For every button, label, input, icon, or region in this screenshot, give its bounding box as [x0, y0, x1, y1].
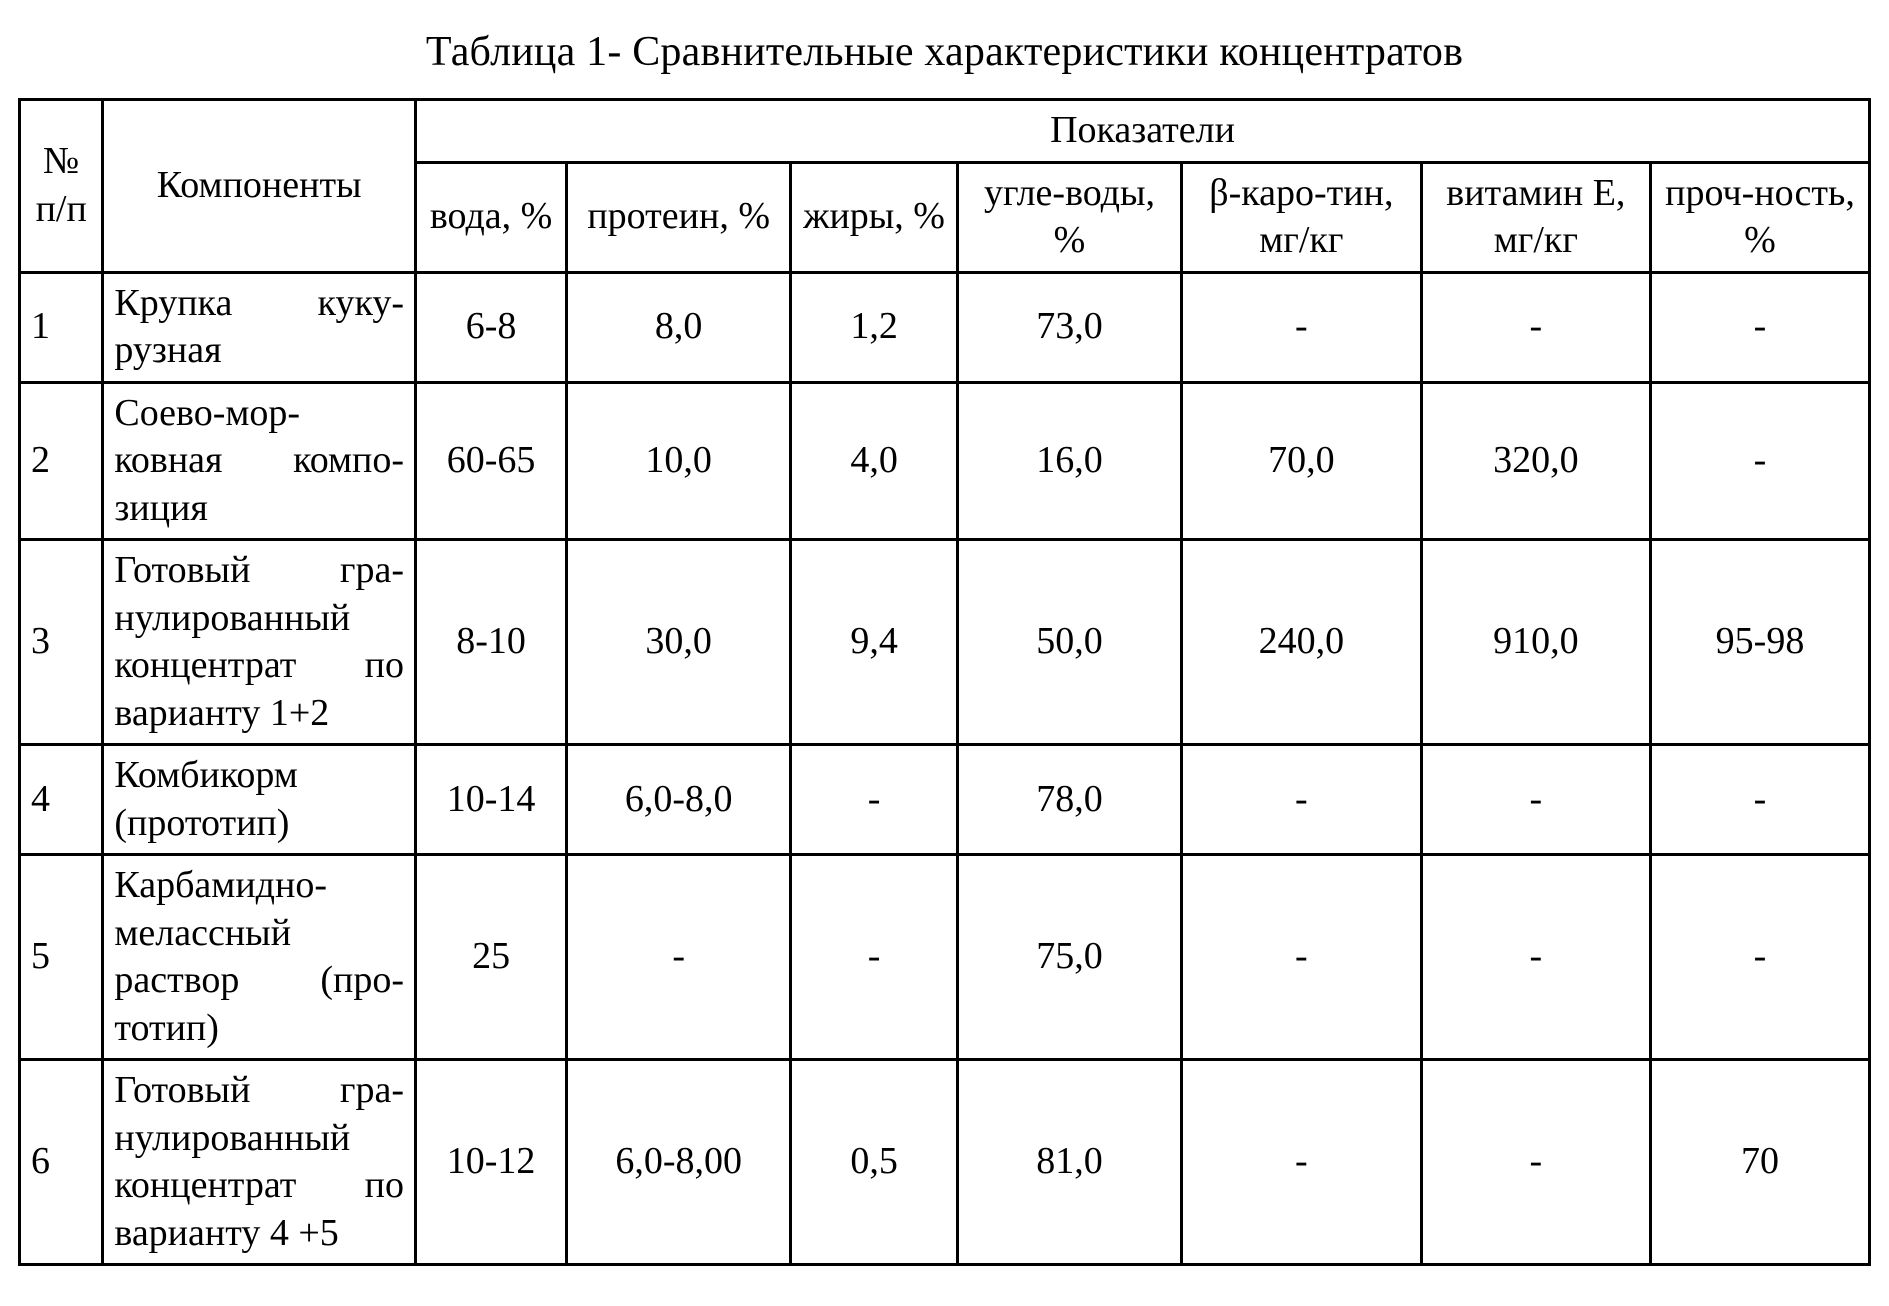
- table-row: 5 Карбамидно-мелассный раствор (про-тоти…: [20, 855, 1870, 1060]
- cell-strength: 70: [1651, 1060, 1870, 1265]
- cell-water: 60-65: [416, 382, 567, 540]
- header-water: вода, %: [416, 162, 567, 272]
- row-component: Готовый гра-нулированный концентрат по в…: [103, 540, 416, 745]
- document-page: Таблица 1- Сравнительные характеристики …: [0, 0, 1889, 1306]
- cell-carbs: 50,0: [957, 540, 1181, 745]
- cell-fat: 9,4: [791, 540, 958, 745]
- table-header: № п/п Компоненты Показатели вода, % прот…: [20, 100, 1870, 273]
- cell-carbs: 78,0: [957, 745, 1181, 855]
- cell-carotene: -: [1182, 272, 1422, 382]
- cell-vitamin-e: -: [1421, 1060, 1650, 1265]
- header-carotene: β-каро-тин, мг/кг: [1182, 162, 1422, 272]
- cell-water: 25: [416, 855, 567, 1060]
- table-row: 4 Комбикорм (прототип) 10-14 6,0-8,0 - 7…: [20, 745, 1870, 855]
- cell-protein: 10,0: [567, 382, 791, 540]
- cell-carbs: 16,0: [957, 382, 1181, 540]
- header-strength: проч-ность, %: [1651, 162, 1870, 272]
- cell-vitamin-e: 910,0: [1421, 540, 1650, 745]
- cell-fat: 0,5: [791, 1060, 958, 1265]
- table-row: 6 Готовый гра-нулированный концентрат по…: [20, 1060, 1870, 1265]
- cell-water: 8-10: [416, 540, 567, 745]
- cell-strength: 95-98: [1651, 540, 1870, 745]
- cell-strength: -: [1651, 855, 1870, 1060]
- cell-fat: 4,0: [791, 382, 958, 540]
- cell-vitamin-e: -: [1421, 272, 1650, 382]
- row-index: 3: [20, 540, 103, 745]
- header-number: № п/п: [20, 100, 103, 273]
- cell-strength: -: [1651, 272, 1870, 382]
- cell-fat: -: [791, 855, 958, 1060]
- table-caption: Таблица 1- Сравнительные характеристики …: [18, 28, 1871, 76]
- cell-strength: -: [1651, 745, 1870, 855]
- header-indicators-group: Показатели: [416, 100, 1870, 163]
- cell-carotene: -: [1182, 1060, 1422, 1265]
- cell-carotene: 70,0: [1182, 382, 1422, 540]
- row-component: Соево-мор-ковная компо-зиция: [103, 382, 416, 540]
- row-component: Готовый гра-нулированный концентрат по в…: [103, 1060, 416, 1265]
- cell-fat: -: [791, 745, 958, 855]
- row-component: Комбикорм (прототип): [103, 745, 416, 855]
- comparison-table: № п/п Компоненты Показатели вода, % прот…: [18, 98, 1871, 1266]
- header-vitamin-e: витамин Е, мг/кг: [1421, 162, 1650, 272]
- table-row: 1 Крупка куку-рузная 6-8 8,0 1,2 73,0 - …: [20, 272, 1870, 382]
- header-fat: жиры, %: [791, 162, 958, 272]
- row-index: 4: [20, 745, 103, 855]
- row-index: 6: [20, 1060, 103, 1265]
- cell-carotene: 240,0: [1182, 540, 1422, 745]
- cell-protein: 8,0: [567, 272, 791, 382]
- cell-carotene: -: [1182, 855, 1422, 1060]
- cell-vitamin-e: -: [1421, 855, 1650, 1060]
- cell-carbs: 75,0: [957, 855, 1181, 1060]
- cell-carbs: 81,0: [957, 1060, 1181, 1265]
- row-index: 2: [20, 382, 103, 540]
- cell-vitamin-e: 320,0: [1421, 382, 1650, 540]
- cell-vitamin-e: -: [1421, 745, 1650, 855]
- row-index: 5: [20, 855, 103, 1060]
- cell-protein: 6,0-8,0: [567, 745, 791, 855]
- cell-strength: -: [1651, 382, 1870, 540]
- row-component: Крупка куку-рузная: [103, 272, 416, 382]
- cell-protein: -: [567, 855, 791, 1060]
- table-row: 2 Соево-мор-ковная компо-зиция 60-65 10,…: [20, 382, 1870, 540]
- cell-carbs: 73,0: [957, 272, 1181, 382]
- cell-protein: 6,0-8,00: [567, 1060, 791, 1265]
- header-protein: протеин, %: [567, 162, 791, 272]
- cell-water: 10-14: [416, 745, 567, 855]
- header-carbs: угле-воды, %: [957, 162, 1181, 272]
- cell-protein: 30,0: [567, 540, 791, 745]
- cell-carotene: -: [1182, 745, 1422, 855]
- table-body: 1 Крупка куку-рузная 6-8 8,0 1,2 73,0 - …: [20, 272, 1870, 1265]
- cell-water: 10-12: [416, 1060, 567, 1265]
- row-index: 1: [20, 272, 103, 382]
- cell-water: 6-8: [416, 272, 567, 382]
- table-row: 3 Готовый гра-нулированный концентрат по…: [20, 540, 1870, 745]
- cell-fat: 1,2: [791, 272, 958, 382]
- header-components: Компоненты: [103, 100, 416, 273]
- row-component: Карбамидно-мелассный раствор (про-тотип): [103, 855, 416, 1060]
